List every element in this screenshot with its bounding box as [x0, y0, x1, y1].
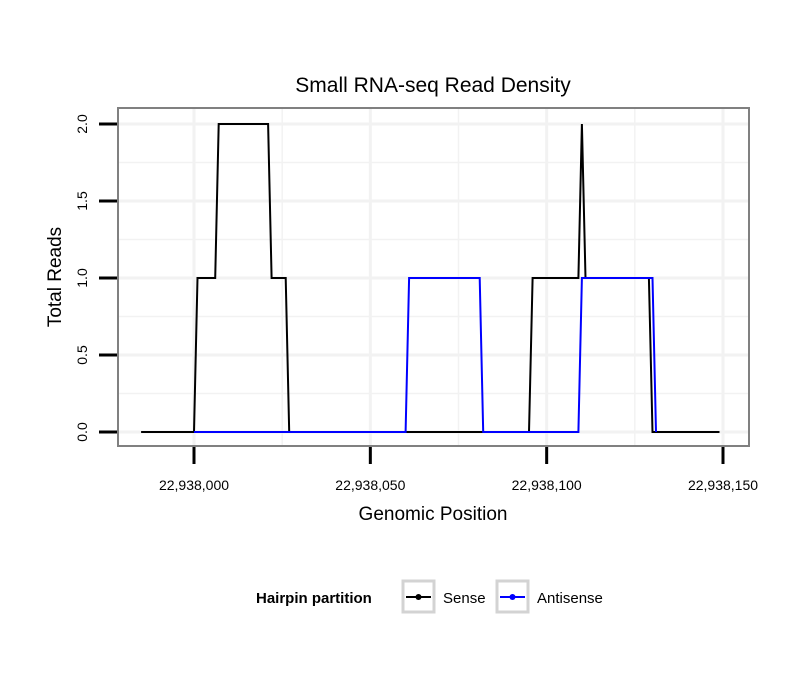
y-tick-label: 0.5	[74, 345, 90, 365]
series-layer	[141, 123, 720, 433]
legend-key-sense-point	[415, 594, 422, 600]
legend-label-antisense: Antisense	[537, 590, 603, 607]
series-line-antisense	[194, 277, 657, 433]
x-tick-label: 22,938,000	[159, 477, 229, 493]
chart-title: Small RNA-seq Read Density	[295, 74, 571, 97]
y-tick-label: 0.0	[74, 422, 90, 442]
axis-layer: 22,938,000 22,938,050 22,938,100 22,938,150…	[74, 114, 758, 493]
legend-title: Hairpin partition	[256, 590, 372, 607]
x-tick-label: 22,938,050	[335, 477, 405, 493]
legend-key-antisense-box	[495, 579, 530, 614]
legend-item-sense: Sense	[401, 579, 486, 614]
y-tick-label: 1.0	[74, 268, 90, 288]
y-tick-label: 2.0	[74, 114, 90, 134]
y-axis-label: Total Reads	[45, 227, 66, 327]
legend-key-antisense-point	[509, 594, 516, 600]
legend-item-antisense: Antisense	[495, 579, 603, 614]
x-axis-label: Genomic Position	[359, 504, 508, 525]
y-tick-label: 1.5	[74, 191, 90, 211]
plot-border	[117, 107, 750, 447]
legend-key-sense-box	[401, 579, 436, 614]
legend-label-sense: Sense	[443, 590, 486, 607]
x-tick-label: 22,938,150	[688, 477, 758, 493]
x-tick-label: 22,938,100	[512, 477, 582, 493]
legend: Hairpin partition Sense Antisense	[256, 579, 603, 614]
